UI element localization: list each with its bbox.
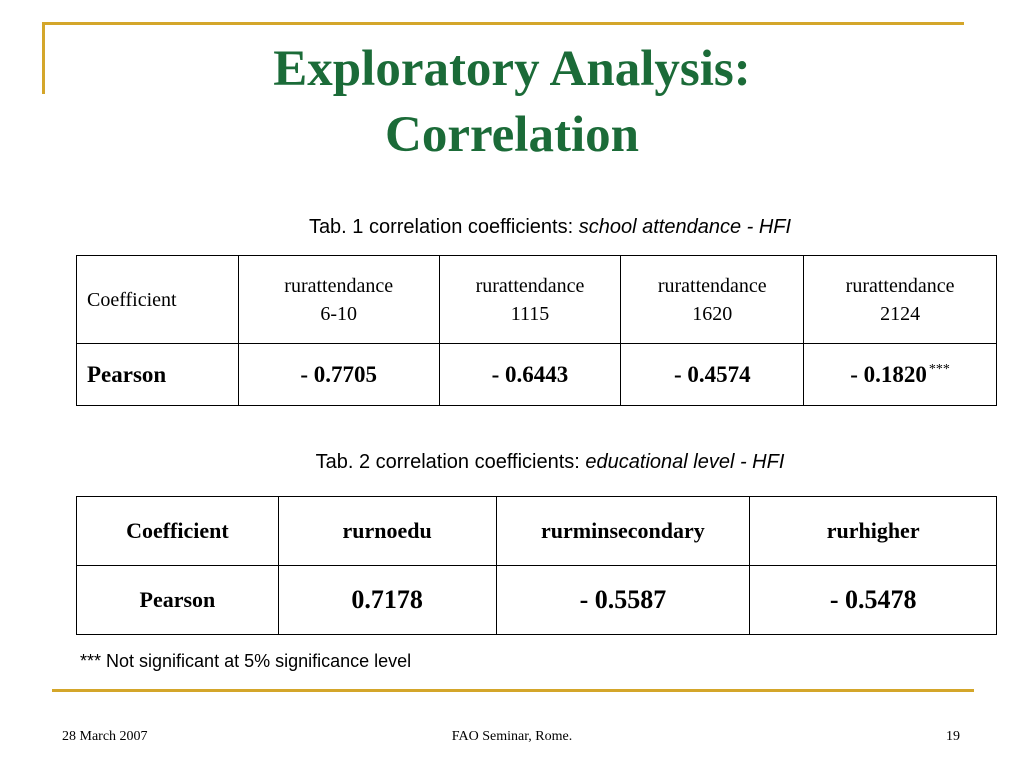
table1-caption-italic: school attendance - HFI xyxy=(578,216,792,238)
slide-title-line2: Correlation xyxy=(384,107,639,163)
table1-header-col-1-line2: 6-10 xyxy=(320,302,358,325)
table1-header-col-4-line2: 2124 xyxy=(880,302,921,325)
table1-row-label: Pearson xyxy=(76,343,239,406)
table1-value-4-cell: - 0.1820 *** xyxy=(803,343,997,406)
slide-title: Exploratory Analysis: Correlation xyxy=(0,36,1024,168)
table1-caption: Tab. 1 correlation coefficients: school … xyxy=(0,216,1024,239)
table1-header-row: Coefficient rurattendance 6-10 rurattend… xyxy=(76,255,997,344)
slide-title-line1: Exploratory Analysis: xyxy=(273,41,751,97)
table2-header-label: Coefficient xyxy=(76,496,279,566)
table1-header-col-2-line1: rurattendance xyxy=(475,274,585,297)
table1-header-col-1: rurattendance 6-10 xyxy=(237,255,440,344)
table1-value-1: - 0.7705 xyxy=(237,343,440,406)
table2-value-2: - 0.5587 xyxy=(495,565,751,635)
table2-header-col-1: rurnoedu xyxy=(277,496,497,566)
table1-value-2: - 0.6443 xyxy=(438,343,622,406)
table1-value-4: - 0.1820 xyxy=(850,361,927,387)
not-significant-marker: *** xyxy=(928,361,950,377)
table1-header-col-2: rurattendance 1115 xyxy=(438,255,622,344)
footer-date: 28 March 2007 xyxy=(62,729,148,744)
frame-left-line xyxy=(42,22,45,94)
table1-header-col-3: rurattendance 1620 xyxy=(620,255,805,344)
table1-header-col-1-line1: rurattendance xyxy=(284,274,394,297)
table1-header-col-3-line1: rurattendance xyxy=(657,274,767,297)
table2-row-label: Pearson xyxy=(76,565,279,635)
table2-header-col-2: rurminsecondary xyxy=(495,496,751,566)
table1-header-label: Coefficient xyxy=(76,255,239,344)
table1-header-col-4: rurattendance 2124 xyxy=(803,255,997,344)
table1-correlation-school-attendance: Coefficient rurattendance 6-10 rurattend… xyxy=(76,255,997,406)
table1-pearson-row: Pearson - 0.7705 - 0.6443 - 0.4574 - 0.1… xyxy=(76,343,997,406)
table2-header-row: Coefficient rurnoedu rurminsecondary rur… xyxy=(76,496,997,566)
table2-header-col-3: rurhigher xyxy=(749,496,997,566)
table1-header-col-3-line2: 1620 xyxy=(692,302,733,325)
significance-note: *** Not significant at 5% significance l… xyxy=(80,651,412,671)
table2-caption-italic: educational level - HFI xyxy=(585,451,785,473)
table2-pearson-row: Pearson 0.7178 - 0.5587 - 0.5478 xyxy=(76,565,997,635)
frame-top-line xyxy=(42,22,964,25)
table1-header-col-4-line1: rurattendance xyxy=(845,274,955,297)
table2-value-1: 0.7178 xyxy=(277,565,497,635)
table2-correlation-educational-level: Coefficient rurnoedu rurminsecondary rur… xyxy=(76,496,997,635)
table2-caption-prefix: Tab. 2 correlation coefficients: xyxy=(315,451,586,473)
frame-bottom-line xyxy=(52,689,974,692)
table2-caption: Tab. 2 correlation coefficients: educati… xyxy=(0,451,1024,474)
footer-event: FAO Seminar, Rome. xyxy=(451,729,573,744)
table1-value-3: - 0.4574 xyxy=(620,343,805,406)
table2-value-3: - 0.5478 xyxy=(749,565,997,635)
table1-caption-prefix: Tab. 1 correlation coefficients: xyxy=(308,216,579,238)
footer-page-number: 19 xyxy=(946,729,960,744)
table1-header-col-2-line2: 1115 xyxy=(510,302,550,325)
